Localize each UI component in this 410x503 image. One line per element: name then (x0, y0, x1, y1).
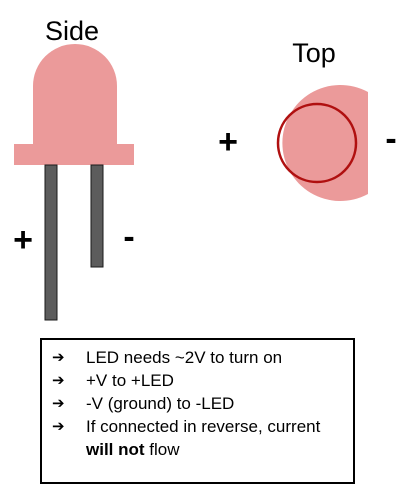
note-text-emphasis: will not (86, 440, 145, 459)
note-text: If connected in reverse, current will no… (86, 415, 345, 461)
led-top-body (282, 85, 368, 201)
note-item-turn-on-voltage: ➔ LED needs ~2V to turn on (52, 346, 345, 369)
anode-lead (44, 164, 58, 321)
side-minus-label: - (123, 218, 134, 256)
note-text: -V (ground) to -LED (86, 394, 235, 413)
notes-box: ➔ LED needs ~2V to turn on ➔ +V to +LED … (40, 338, 355, 484)
arrow-right-icon: ➔ (52, 371, 65, 389)
led-rim (14, 144, 134, 165)
arrow-right-icon: ➔ (52, 417, 65, 435)
arrow-right-icon: ➔ (52, 394, 65, 412)
side-view-title: Side (45, 16, 99, 46)
cathode-lead (90, 164, 104, 268)
note-text-start: If connected in reverse, current (86, 417, 321, 436)
led-dome (33, 44, 117, 144)
led-top-inner-ring (276, 102, 358, 184)
note-text: LED needs ~2V to turn on (86, 348, 283, 367)
note-item-reverse-warning: ➔ If connected in reverse, current will … (52, 415, 345, 461)
top-plus-label: + (218, 123, 238, 161)
arrow-right-icon: ➔ (52, 348, 65, 366)
note-item-positive-connection: ➔ +V to +LED (52, 369, 345, 392)
top-view-title: Top (292, 38, 336, 68)
notes-list: ➔ LED needs ~2V to turn on ➔ +V to +LED … (52, 346, 345, 461)
note-item-ground-connection: ➔ -V (ground) to -LED (52, 392, 345, 415)
top-view: Top + - (218, 38, 397, 201)
top-minus-label: - (385, 120, 396, 158)
note-text: +V to +LED (86, 371, 174, 390)
side-view: Side + - (13, 16, 135, 321)
side-plus-label: + (13, 221, 33, 259)
note-text-end: flow (144, 440, 180, 459)
